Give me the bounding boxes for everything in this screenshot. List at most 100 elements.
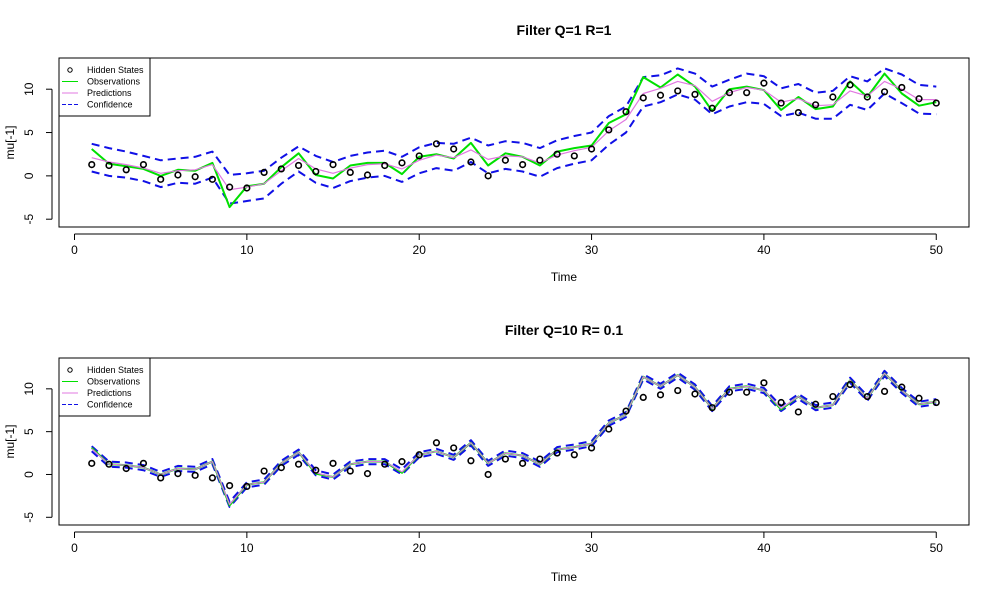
hidden-state-point (122, 464, 130, 473)
y-axis-label: mu[-1] (3, 125, 17, 159)
hidden-state-point (294, 161, 303, 170)
hidden-state-point (519, 161, 527, 169)
legend-box (58, 57, 151, 117)
x-axis-label: Time (551, 270, 578, 284)
y-tick-label: -5 (22, 214, 36, 225)
hidden-state-point (898, 83, 906, 92)
hidden-state-point (363, 470, 372, 478)
y-axis-label: mu[-1] (3, 424, 17, 458)
hidden-state-point (915, 95, 923, 103)
x-tick-label: 30 (585, 243, 599, 257)
hidden-state-point (760, 379, 768, 387)
hidden-state-point (191, 173, 199, 181)
confidence-upper-line (91, 67, 937, 176)
hidden-state-point (656, 91, 665, 99)
hidden-state-point (846, 81, 854, 89)
hidden-state-point (553, 449, 561, 457)
hidden-state-point (725, 388, 734, 396)
hidden-state-point (639, 393, 647, 401)
x-tick-label: 20 (413, 243, 427, 257)
x-tick-label: 10 (240, 541, 254, 555)
hidden-state-point (467, 457, 475, 465)
plot-frame (58, 357, 970, 526)
hidden-state-point (708, 104, 716, 112)
hidden-state-point (932, 398, 940, 407)
confidence-lower-line (91, 92, 937, 205)
legend-label: Hidden States (87, 65, 144, 75)
x-axis-label: Time (551, 570, 578, 584)
hidden-state-point (863, 93, 871, 101)
hidden-state-point (208, 175, 216, 183)
hidden-state-point (898, 383, 906, 391)
hidden-state-point (622, 407, 630, 415)
hidden-state-point (829, 392, 837, 401)
hidden-state-point (501, 455, 509, 463)
hidden-state-point (812, 400, 820, 408)
x-tick-label: 40 (757, 541, 771, 555)
hidden-state-point (639, 94, 647, 102)
legend-label: Predictions (87, 388, 132, 398)
plot-area (88, 67, 940, 209)
y-tick-label: 5 (22, 428, 36, 435)
predictions-line (91, 80, 937, 191)
x-tick-label: 40 (757, 243, 771, 257)
hidden-state-point (536, 455, 544, 463)
hidden-state-point (932, 99, 940, 107)
legend-label: Observations (87, 377, 141, 387)
hidden-state-point (208, 474, 216, 482)
y-tick-label: -5 (22, 512, 36, 523)
hidden-state-point (226, 482, 234, 490)
hidden-state-point (312, 466, 320, 474)
x-tick-label: 50 (930, 243, 944, 257)
hidden-state-point (708, 404, 716, 412)
hidden-state-point (570, 152, 578, 160)
legend-label: Observations (87, 77, 141, 87)
chart-panel-2: Filter Q=10 R= 0.1 0 10 20 30 40 50 -5 0 5 10 Time m… (3, 322, 970, 584)
observations-line (91, 372, 937, 507)
hidden-state-point (415, 152, 423, 160)
legend-point-symbol (67, 367, 73, 373)
hidden-state-point (432, 140, 441, 148)
hidden-state-point (157, 474, 165, 482)
hidden-state-point (174, 470, 182, 478)
x-tick-label: 0 (71, 541, 78, 555)
legend-box (58, 357, 151, 417)
legend-label: Hidden States (87, 365, 144, 375)
y-tick-label: 10 (22, 82, 36, 96)
chart-title: Filter Q=10 R= 0.1 (505, 322, 623, 338)
hidden-state-point (260, 168, 268, 176)
hidden-state-point (294, 460, 303, 468)
hidden-state-point (777, 99, 785, 107)
hidden-state-point (105, 460, 113, 468)
plot-frame (58, 57, 970, 228)
hidden-state-point (587, 444, 596, 452)
hidden-state-point (174, 171, 182, 179)
hidden-state-point (415, 451, 423, 459)
hidden-state-point (794, 408, 802, 416)
y-tick-label: 0 (22, 172, 36, 179)
hidden-state-point (226, 183, 234, 191)
hidden-state-point (277, 165, 285, 173)
hidden-state-point (501, 156, 509, 164)
hidden-state-point (484, 470, 492, 479)
hidden-state-point (484, 172, 492, 180)
chart-panel-1: Filter Q=1 R=1 0 10 20 30 40 50 -5 0 5 10 Time mu[-1… (3, 22, 970, 284)
hidden-state-point (243, 482, 251, 491)
hidden-state-point (346, 467, 354, 475)
x-tick-label: 50 (930, 541, 944, 555)
hidden-state-point (605, 126, 613, 134)
predictions-line (91, 372, 937, 505)
hidden-state-point (243, 184, 251, 192)
hidden-state-point (829, 93, 837, 101)
hidden-state-point (743, 89, 751, 97)
hidden-state-point (432, 439, 441, 447)
legend-point-symbol (67, 67, 73, 73)
plot-area (88, 369, 940, 508)
hidden-state-point (674, 386, 682, 395)
hidden-state-point (88, 161, 96, 169)
hidden-state-point (570, 451, 578, 459)
hidden-state-point (915, 394, 923, 402)
hidden-state-point (656, 391, 665, 399)
